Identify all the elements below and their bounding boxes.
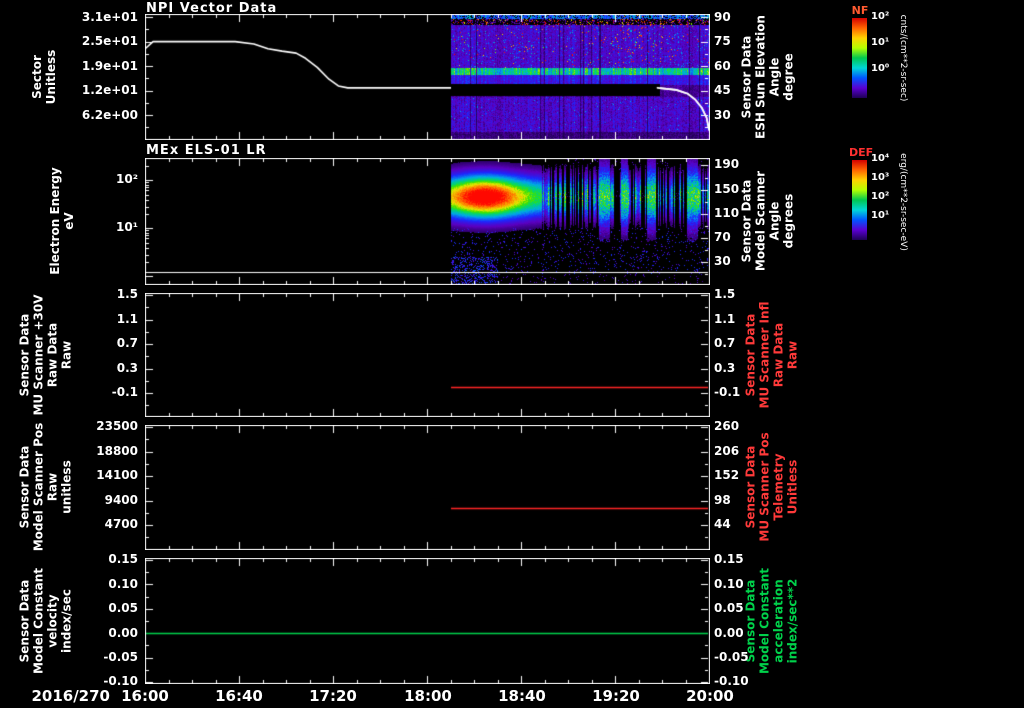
panel1-title: NPI Vector Data — [146, 1, 278, 16]
panel3-left-tick: 1.1 — [116, 312, 138, 326]
panel4-scanner-pos-plot — [145, 425, 710, 550]
panel1-right-tick: 30 — [714, 108, 731, 122]
panel5-left-tick: 0.05 — [108, 601, 138, 615]
panel2-right-tick: 150 — [714, 182, 740, 196]
panel3-right-tick: -0.1 — [714, 385, 741, 399]
panel3-left-tick: 0.7 — [116, 336, 138, 350]
panel4-left-tick: 18800 — [96, 444, 138, 458]
panel5-left-tick: 0.00 — [108, 626, 138, 640]
x-axis-tick: 16:00 — [121, 687, 169, 705]
def-colorbar-tick: 10² — [871, 191, 890, 202]
def-colorbar-tick: 10¹ — [871, 210, 890, 221]
panel1-left-tick: 1.9e+01 — [81, 59, 138, 73]
panel5-model-constant-plot — [145, 558, 710, 684]
panel4-right-tick: 260 — [714, 419, 740, 433]
x-axis-tick: 18:40 — [498, 687, 546, 705]
x-axis-tick: 16:40 — [215, 687, 263, 705]
panel5-right-tick: 0.00 — [714, 626, 744, 640]
panel2-left-tick: 10¹ — [116, 220, 138, 234]
panel3-left-tick: 1.5 — [116, 287, 138, 301]
x-axis-tick: 19:20 — [592, 687, 640, 705]
panel1-right-tick: 75 — [714, 34, 731, 48]
def-colorbar-gradient — [852, 160, 867, 240]
panel2-right-tick: 70 — [714, 230, 731, 244]
panel4-left-tick: 9400 — [104, 493, 138, 507]
panel5-left-tick: -0.10 — [103, 674, 138, 688]
panel2-els-spectrogram-plot — [145, 158, 710, 285]
panel1-left-axis-label: Sector Unitless — [29, 49, 58, 105]
panel4-right-tick: 206 — [714, 444, 740, 458]
panel5-left-tick: -0.05 — [103, 650, 138, 664]
nf-colorbar-title: NF — [851, 4, 869, 17]
panel3-right-tick: 1.1 — [714, 312, 736, 326]
panel1-left-tick: 2.5e+01 — [81, 34, 138, 48]
nf-colorbar-tick: 10¹ — [871, 37, 890, 48]
panel2-left-tick: 10² — [116, 172, 138, 186]
panel1-npi-spectrogram-plot — [145, 14, 710, 140]
panel4-left-tick: 14100 — [96, 468, 138, 482]
def-colorbar-unit-label: erg/(cm**2-sr-sec-eV) — [898, 153, 908, 251]
panel3-left-tick: 0.3 — [116, 361, 138, 375]
panel1-left-tick: 3.1e+01 — [81, 10, 138, 24]
panel4-right-tick: 152 — [714, 468, 740, 482]
panel5-right-tick: -0.10 — [714, 674, 749, 688]
panel3-right-tick: 1.5 — [714, 287, 736, 301]
panel2-right-tick: 110 — [714, 206, 740, 220]
panel5-right-tick: -0.05 — [714, 650, 749, 664]
x-axis-tick: 18:00 — [404, 687, 452, 705]
nf-colorbar-tick: 10² — [871, 11, 890, 22]
def-colorbar-tick: 10³ — [871, 172, 890, 183]
panel5-left-tick: 0.10 — [108, 577, 138, 591]
panel2-right-tick: 190 — [714, 157, 740, 171]
panel1-left-tick: 1.2e+01 — [81, 83, 138, 97]
panel4-left-tick: 23500 — [96, 419, 138, 433]
panel4-right-tick: 44 — [714, 517, 731, 531]
panel2-right-tick: 30 — [714, 254, 731, 268]
panel4-right-tick: 98 — [714, 493, 731, 507]
panel3-right-tick: 0.3 — [714, 361, 736, 375]
def-colorbar-title: DEF — [849, 146, 874, 159]
nf-colorbar-gradient — [852, 18, 867, 98]
panel4-left-axis-label: Sensor Data Model Scanner Pos Raw unitle… — [17, 422, 75, 552]
panel4-left-tick: 4700 — [104, 517, 138, 531]
panel3-right-tick: 0.7 — [714, 336, 736, 350]
panel5-left-tick: 0.15 — [108, 552, 138, 566]
panel1-right-tick: 90 — [714, 10, 731, 24]
panel5-right-tick: 0.10 — [714, 577, 744, 591]
panel1-right-tick: 45 — [714, 83, 731, 97]
panel5-right-tick: 0.05 — [714, 601, 744, 615]
panel3-mu-scanner-plot — [145, 293, 710, 417]
panel1-left-tick: 6.2e+00 — [81, 108, 138, 122]
def-colorbar-tick: 10⁴ — [871, 153, 890, 164]
panel1-right-tick: 60 — [714, 59, 731, 73]
nf-colorbar-tick: 10⁰ — [871, 63, 890, 74]
panel5-right-tick: 0.15 — [714, 552, 744, 566]
nf-colorbar-unit-label: cnts/(cm**2-sr-sec) — [898, 14, 908, 102]
x-axis-tick: 17:20 — [309, 687, 357, 705]
panel2-title: MEx ELS-01 LR — [146, 143, 267, 158]
panel3-left-tick: -0.1 — [111, 385, 138, 399]
x-axis-date-label: 2016/270 — [31, 687, 110, 705]
x-axis-tick: 20:00 — [686, 687, 734, 705]
